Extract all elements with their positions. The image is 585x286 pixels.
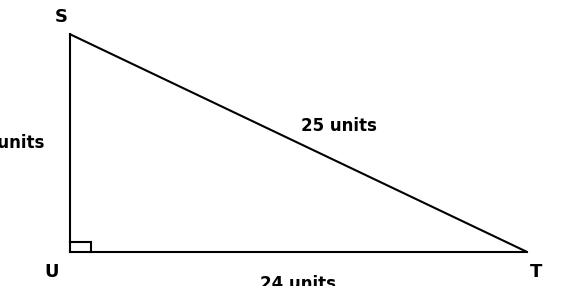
Text: 25 units: 25 units: [301, 117, 377, 135]
Text: 7 units: 7 units: [0, 134, 44, 152]
Text: T: T: [529, 263, 542, 281]
Text: U: U: [44, 263, 59, 281]
Text: S: S: [54, 8, 67, 26]
Text: 24 units: 24 units: [260, 275, 336, 286]
